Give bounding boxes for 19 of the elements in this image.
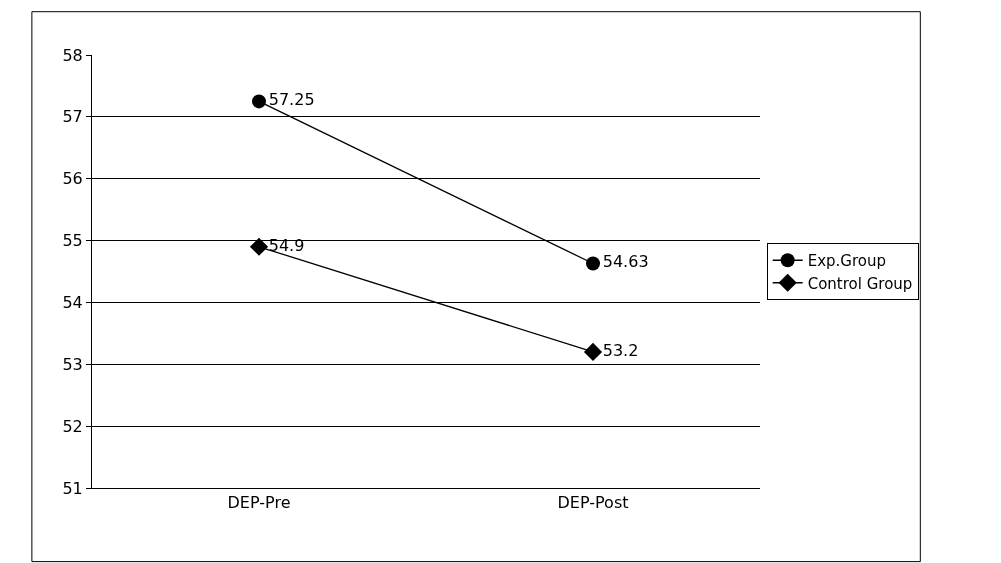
- y-tick-label: 51: [62, 478, 83, 498]
- data-label: 57.25: [268, 90, 315, 110]
- y-tick-label: 54: [62, 293, 83, 313]
- x-tick-label: DEP-Pre: [227, 493, 291, 513]
- x-tick-label: DEP-Post: [557, 493, 629, 513]
- legend-label: Control Group: [807, 274, 913, 293]
- y-tick-label: 53: [62, 354, 83, 374]
- y-tick-label: 56: [62, 169, 83, 189]
- data-label: 53.2: [602, 340, 639, 360]
- legend-label: Exp.Group: [807, 252, 886, 271]
- data-label: 54.63: [602, 252, 649, 272]
- y-tick-label: 52: [62, 416, 83, 436]
- point: [586, 256, 600, 271]
- y-tick-label: 55: [62, 231, 83, 251]
- y-tick-label: 58: [62, 45, 83, 65]
- point: [249, 237, 269, 256]
- y-tick-label: 57: [62, 107, 83, 127]
- point: [252, 94, 266, 109]
- point: [583, 342, 603, 362]
